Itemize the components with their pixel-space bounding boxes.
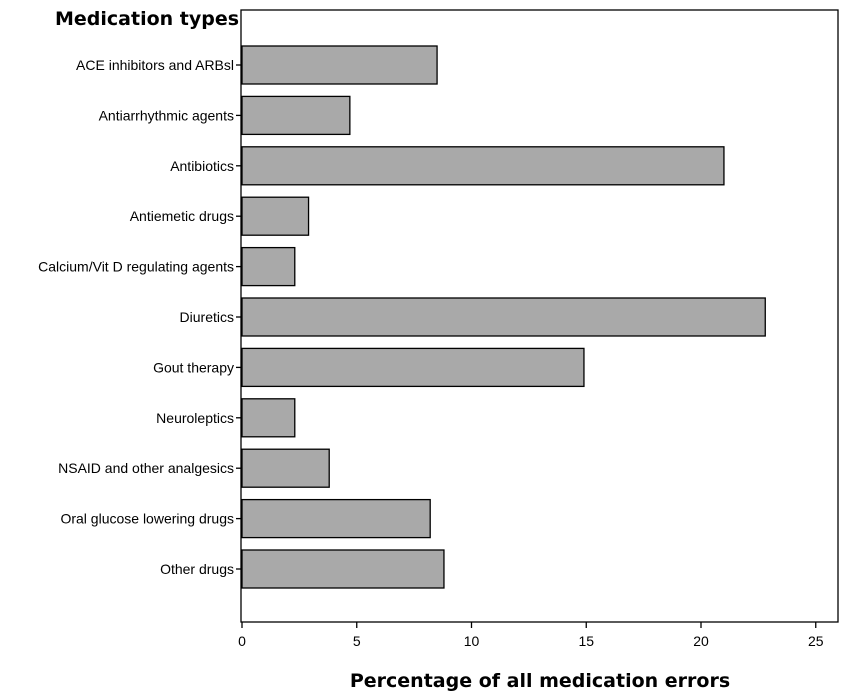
category-label: Antiemetic drugs: [130, 208, 234, 224]
bar: [241, 246, 296, 287]
bar: [241, 45, 438, 85]
x-tick-label: 15: [578, 633, 594, 649]
bar: [241, 398, 296, 438]
bar: [241, 196, 310, 236]
chart-title: Medication types: [55, 8, 239, 30]
bar: [241, 146, 725, 186]
category-labels-group: ACE inhibitors and ARBsl Antiarrhythmic a…: [38, 57, 242, 577]
bar: [241, 347, 585, 388]
category-label: Diuretics: [180, 309, 234, 325]
category-label: Other drugs: [160, 561, 234, 577]
x-axis-label: Percentage of all medication errors: [350, 670, 730, 692]
category-label: ACE inhibitors and ARBsl: [76, 57, 234, 73]
bar: [241, 297, 766, 337]
x-tick-label: 10: [464, 633, 480, 649]
x-tick-label: 0: [238, 633, 246, 649]
category-label: Antiarrhythmic agents: [99, 107, 234, 123]
bar: [241, 549, 445, 589]
plot-frame: [240, 9, 839, 623]
category-label: Antibiotics: [170, 158, 234, 174]
x-ticks-group: 0 5 10 15 20 25: [238, 622, 824, 649]
x-tick-label: 5: [353, 633, 361, 649]
x-tick-label: 20: [693, 633, 709, 649]
category-label: Calcium/Vit D regulating agents: [38, 259, 234, 275]
category-label: Neuroleptics: [156, 410, 234, 426]
bar: [241, 95, 351, 136]
bar: [241, 448, 330, 488]
bars-group: [241, 45, 766, 589]
category-label: Gout therapy: [153, 359, 234, 375]
bar: [241, 498, 431, 539]
x-tick-label: 25: [808, 633, 824, 649]
category-label: NSAID and other analgesics: [58, 460, 234, 476]
category-label: Oral glucose lowering drugs: [60, 511, 234, 527]
